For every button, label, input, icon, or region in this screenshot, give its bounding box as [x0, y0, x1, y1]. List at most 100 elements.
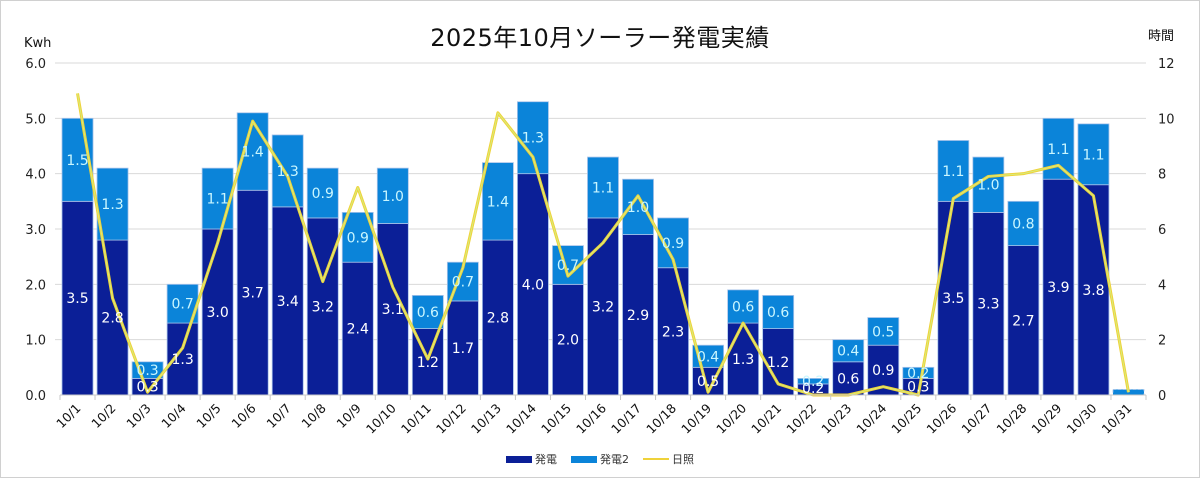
legend-item-sub: 発電2	[571, 451, 629, 467]
bar-sub	[762, 294, 795, 329]
data-label-sub: 0.4	[697, 349, 719, 365]
bar-main	[236, 189, 269, 396]
data-label-main: 2.8	[487, 311, 509, 327]
data-label-sub: 0.5	[872, 324, 894, 340]
data-label-main: 1.2	[767, 355, 789, 371]
x-tick-label: 10/9	[333, 400, 363, 430]
data-label-sub: 0.2	[907, 366, 929, 382]
y-axis-unit-label: Kwh	[24, 36, 51, 51]
data-label-main: 2.0	[557, 333, 579, 349]
x-tick-label: 10/18	[643, 400, 679, 436]
bar-sub	[622, 178, 654, 235]
data-label-main: 2.8	[101, 311, 123, 327]
data-label-sub: 1.0	[627, 200, 649, 216]
data-label-main: 3.2	[592, 299, 614, 315]
bar-sub	[306, 167, 339, 219]
data-label-sub: 0.4	[837, 344, 859, 360]
data-label-main: 3.2	[312, 299, 334, 315]
data-label-main: 1.3	[732, 352, 754, 368]
data-label-sub: 1.3	[101, 197, 123, 213]
bar-main	[446, 300, 479, 396]
data-label-sub: 0.9	[662, 236, 684, 252]
data-label-sub: 0.9	[312, 186, 334, 202]
data-label-main: 0.3	[136, 380, 158, 396]
y2-tick-label: 8	[1158, 168, 1166, 183]
bar-sub	[96, 167, 129, 241]
bar-sub	[201, 167, 234, 230]
y2-tick-label: 12	[1158, 57, 1175, 72]
y-tick-label: 0.0	[25, 389, 46, 404]
x-tick-label: 10/1	[53, 401, 83, 431]
bar-sub	[1007, 200, 1040, 246]
bar-sub	[1077, 123, 1110, 186]
bar-sub	[797, 377, 830, 385]
x-tick-label: 10/10	[363, 400, 399, 436]
x-tick-label: 10/16	[573, 400, 609, 436]
y-tick-label: 2.0	[25, 278, 46, 293]
data-label-sub: 0.9	[347, 230, 369, 246]
y2-tick-label: 10	[1158, 112, 1175, 127]
y-tick-label: 1.0	[25, 334, 46, 349]
legend-swatch-main	[506, 455, 532, 463]
data-label-sub: 0.6	[417, 305, 439, 321]
x-tick-label: 10/23	[818, 401, 854, 437]
data-label-sub: 0.3	[136, 363, 158, 379]
data-labels: 3.51.52.81.30.30.31.30.73.01.13.71.43.41…	[66, 131, 1104, 397]
data-label-main: 3.7	[242, 286, 264, 302]
x-tick-label: 10/2	[88, 401, 118, 431]
x-tick-label: 10/3	[123, 401, 153, 431]
data-label-main: 3.4	[277, 294, 299, 310]
data-label-main: 3.3	[977, 297, 999, 313]
data-label-main: 2.3	[662, 324, 684, 340]
x-tick-label: 10/7	[263, 401, 293, 431]
x-tick-label: 10/5	[193, 401, 223, 431]
data-label-main: 0.2	[802, 381, 824, 397]
x-axis: 10/1 10/2 10/3 10/4 10/5 10/6 10/7 10/8 10/910/1…	[53, 394, 1147, 437]
bars	[61, 101, 1145, 396]
bar-main	[832, 361, 865, 396]
x-tick-label: 10/25	[888, 401, 924, 437]
data-label-sub: 1.4	[487, 194, 509, 210]
data-label-sub: 1.1	[592, 181, 614, 197]
bar-sub	[481, 162, 514, 241]
data-label-sub: 0.7	[171, 297, 193, 313]
y-tick-label: 5.0	[25, 112, 46, 127]
legend: 発電 発電2 日照	[0, 451, 1200, 467]
data-label-main: 4.0	[522, 277, 544, 293]
y2-tick-label: 2	[1158, 334, 1166, 349]
data-label-sub: 1.1	[1082, 147, 1104, 163]
bar-sub	[376, 167, 409, 224]
x-tick-label: 10/4	[158, 400, 188, 430]
bar-main	[1042, 178, 1075, 396]
data-label-main: 3.8	[1082, 283, 1104, 299]
data-label-main: 3.5	[66, 291, 88, 307]
y-axis-right: 0 2 4 6 8 10 12	[1158, 57, 1175, 404]
data-label-sub: 1.0	[382, 189, 404, 205]
data-label-sub: 1.5	[66, 153, 88, 169]
data-label-sub: 0.8	[1012, 216, 1034, 232]
data-label-sub: 1.1	[1047, 142, 1069, 158]
x-tick-label: 10/30	[1063, 400, 1099, 436]
x-tick-label: 10/14	[503, 400, 539, 436]
data-label-main: 2.7	[1012, 313, 1034, 329]
x-tick-label: 10/17	[608, 401, 644, 437]
bar-main	[972, 211, 1005, 396]
data-label-main: 3.9	[1047, 280, 1069, 296]
x-tick-label: 10/20	[713, 400, 749, 436]
y-tick-label: 6.0	[25, 57, 46, 72]
bar-sub	[867, 317, 900, 346]
legend-swatch-sunshine	[643, 458, 669, 460]
data-label-sub: 0.2	[802, 374, 824, 390]
data-label-main: 3.1	[382, 302, 404, 318]
data-label-main: 2.9	[627, 308, 649, 324]
data-label-main: 0.9	[872, 363, 894, 379]
data-label-sub: 1.3	[522, 131, 544, 147]
bar-sub	[727, 289, 760, 324]
legend-label-main: 発電	[535, 453, 557, 466]
x-tick-label: 10/19	[678, 400, 714, 436]
data-label-main: 1.3	[171, 352, 193, 368]
x-tick-label: 10/31	[1099, 401, 1135, 437]
y2-axis-unit-label: 時間	[1148, 29, 1174, 44]
bar-main	[271, 206, 304, 396]
